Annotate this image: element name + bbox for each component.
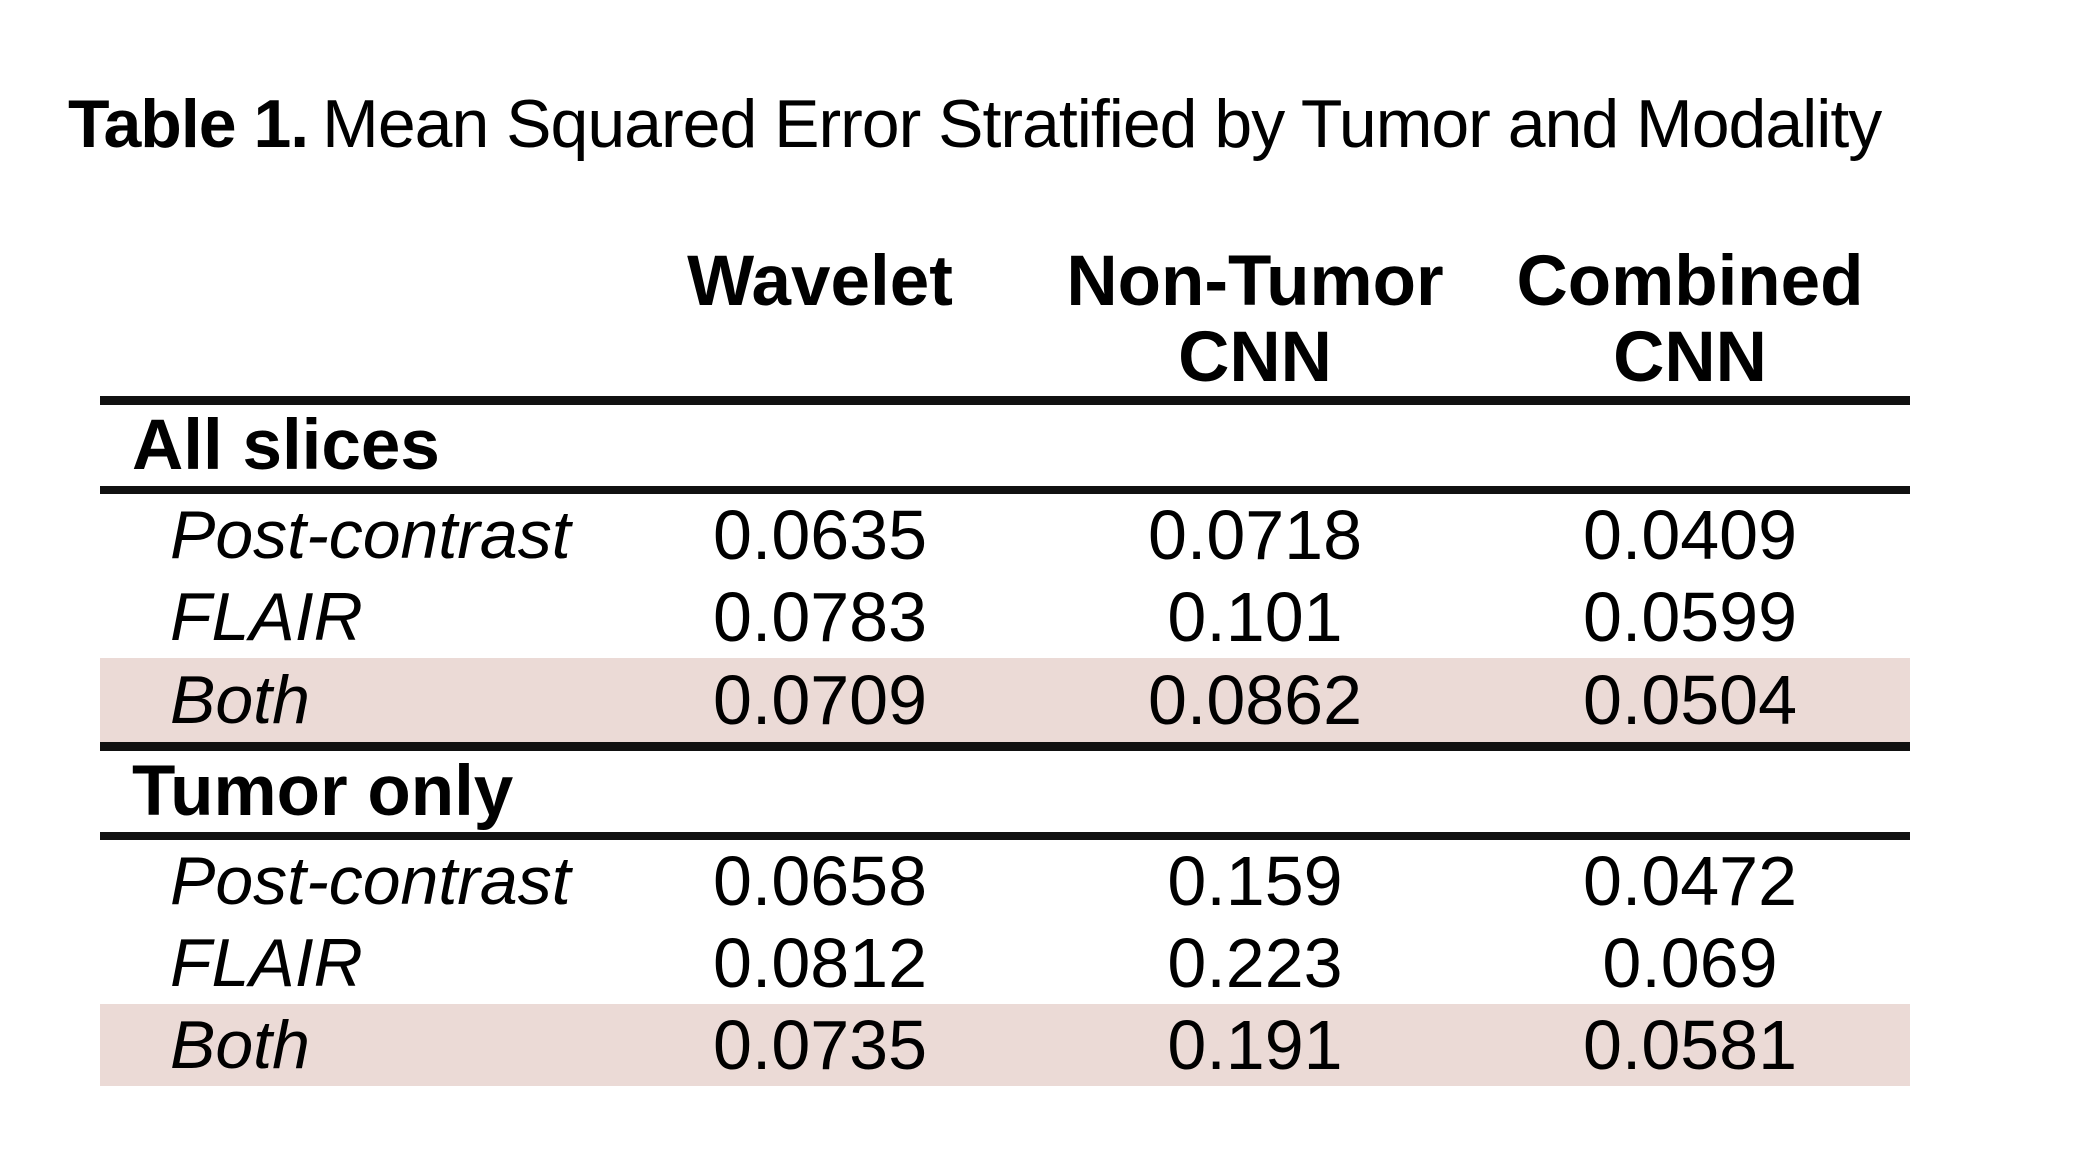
cell-value: 0.159 xyxy=(1167,842,1343,920)
table-row-highlighted: Both 0.0709 0.0862 0.0504 xyxy=(100,658,1910,747)
cell-value: 0.0409 xyxy=(1582,496,1798,574)
row-label: FLAIR xyxy=(170,579,363,655)
section-header-tumor-only: Tumor only xyxy=(100,747,1910,836)
row-label: Both xyxy=(100,658,600,747)
header-wavelet: Wavelet xyxy=(600,234,1040,401)
cell-value: 0.0709 xyxy=(600,658,1040,747)
cell-value: 0.0635 xyxy=(712,496,928,574)
section-header-all-slices: All slices xyxy=(100,401,1910,490)
section-label: Tumor only xyxy=(132,752,514,831)
cell-value: 0.0581 xyxy=(1470,1004,1910,1086)
row-label: Post-contrast xyxy=(170,497,571,573)
cell-value: 0.0658 xyxy=(712,842,928,920)
table-row: FLAIR 0.0812 0.223 0.069 xyxy=(100,922,1910,1004)
row-label: FLAIR xyxy=(170,925,363,1001)
header-combined-cnn: Combined CNN xyxy=(1470,234,1910,401)
cell-value: 0.0504 xyxy=(1470,658,1910,747)
cell-value: 0.0783 xyxy=(712,578,928,656)
header-empty-cell xyxy=(100,234,600,401)
table-caption-number: Table 1. xyxy=(68,86,309,162)
cell-value: 0.0862 xyxy=(1040,658,1470,747)
cell-value: 0.101 xyxy=(1167,578,1343,656)
cell-value: 0.069 xyxy=(1602,924,1778,1002)
header-combined-line2: CNN xyxy=(1613,318,1767,397)
header-non-tumor-line2: CNN xyxy=(1178,318,1332,397)
cell-value: 0.191 xyxy=(1040,1004,1470,1086)
section-label: All slices xyxy=(132,406,440,485)
cell-value: 0.223 xyxy=(1167,924,1343,1002)
table-caption: Table 1. Mean Squared Error Stratified by… xyxy=(68,84,1882,164)
cell-value: 0.0472 xyxy=(1582,842,1798,920)
cell-value: 0.0812 xyxy=(712,924,928,1002)
table-row: FLAIR 0.0783 0.101 0.0599 xyxy=(100,576,1910,658)
cell-value: 0.0599 xyxy=(1582,578,1798,656)
table-row: Post-contrast 0.0658 0.159 0.0472 xyxy=(100,836,1910,922)
header-combined-line1: Combined xyxy=(1516,242,1864,321)
cell-value: 0.0735 xyxy=(600,1004,1040,1086)
header-row: Wavelet Non-Tumor CNN Combined CNN xyxy=(100,234,1910,401)
row-label: Post-contrast xyxy=(170,843,571,919)
header-non-tumor-line1: Non-Tumor xyxy=(1066,242,1444,321)
cell-value: 0.0718 xyxy=(1147,496,1363,574)
row-label: Both xyxy=(100,1004,600,1086)
header-wavelet-line1: Wavelet xyxy=(687,242,953,321)
mse-table: Wavelet Non-Tumor CNN Combined CNN All s… xyxy=(100,234,1910,1086)
table-row-highlighted: Both 0.0735 0.191 0.0581 xyxy=(100,1004,1910,1086)
table-caption-text: Mean Squared Error Stratified by Tumor a… xyxy=(322,86,1882,162)
table-row: Post-contrast 0.0635 0.0718 0.0409 xyxy=(100,490,1910,576)
header-non-tumor-cnn: Non-Tumor CNN xyxy=(1040,234,1470,401)
